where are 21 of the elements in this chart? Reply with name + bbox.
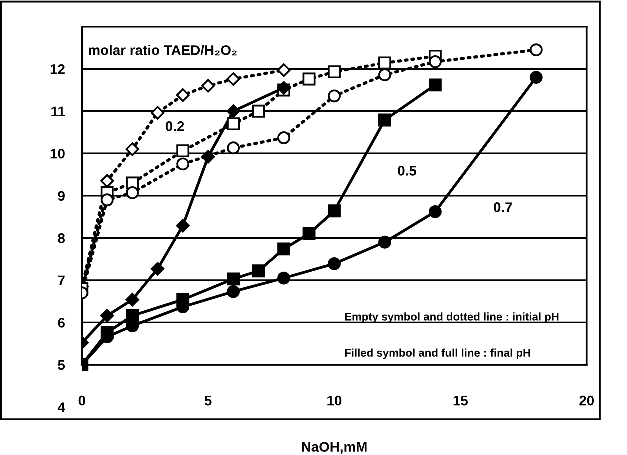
annotation: molar ratio TAED/H₂O₂	[89, 45, 237, 56]
x-tick-label: 0	[78, 396, 86, 406]
x-axis-title: NaOH,mM	[302, 442, 367, 454]
y-tick-label: 9	[58, 191, 65, 202]
y-tick-label: 8	[58, 234, 66, 244]
x-tick-label: 10	[328, 396, 342, 406]
x-tick-label: 20	[580, 396, 594, 406]
y-tick-label: 10	[50, 148, 65, 159]
y-tick-label: 12	[50, 64, 65, 74]
annotation: Filled symbol and full line : final pH	[345, 348, 530, 360]
y-tick-label: 6	[58, 318, 65, 328]
y-tick-label: 5	[58, 360, 66, 370]
annotation: 0.2	[166, 122, 184, 132]
annotation: 0.7	[494, 202, 512, 212]
x-tick-label: 15	[454, 396, 468, 406]
annotation: Empty symbol and dotted line : initial pH	[345, 312, 559, 324]
y-tick-label: 11	[52, 106, 66, 116]
x-tick-label: 5	[204, 396, 212, 406]
y-tick-label: 7	[58, 276, 65, 286]
annotation: 0.5	[398, 166, 417, 176]
y-tick-label: 4	[58, 402, 66, 412]
